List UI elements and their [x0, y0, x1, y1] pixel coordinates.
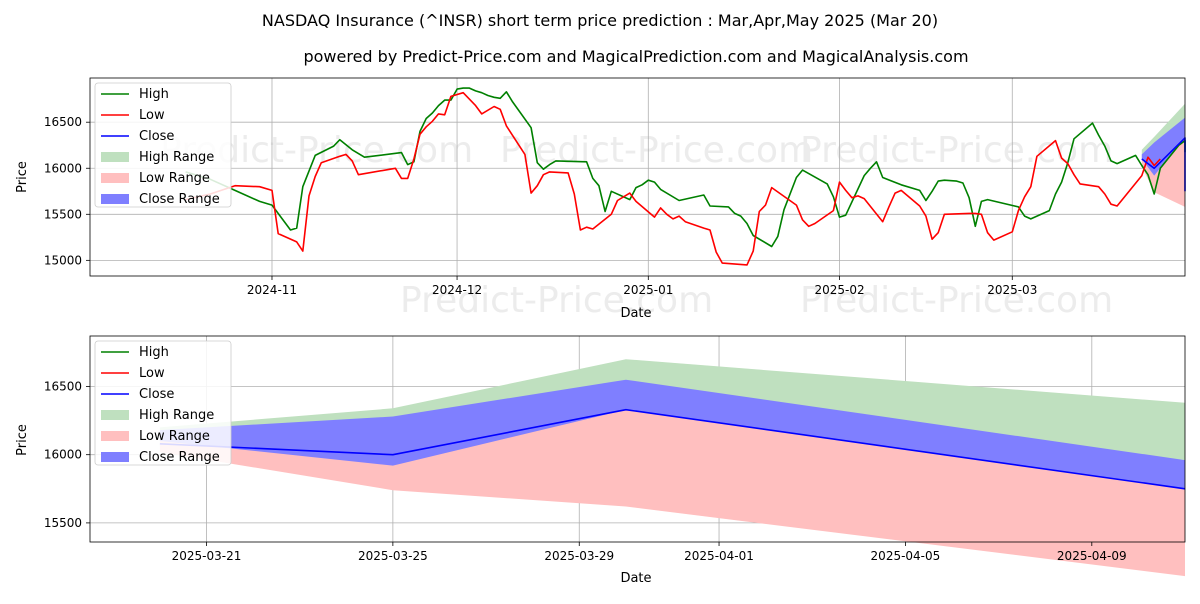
legend-label: High Range	[139, 408, 214, 423]
legend-label: Close Range	[139, 192, 220, 207]
watermark-text: Predict-Price.com	[800, 130, 1113, 171]
x-tick-label: 2025-03-25	[358, 549, 428, 563]
legend-label: Low	[139, 366, 165, 381]
watermark-text: Predict-Price.com	[500, 130, 813, 171]
x-tick-label: 2024-12	[432, 283, 482, 297]
low-range-area	[1141, 137, 1185, 250]
legend-label: Low	[139, 108, 165, 123]
close-prediction-line	[159, 408, 1186, 490]
top-panel-frame	[89, 77, 1186, 277]
top-legend: High Low Close High Range Low Range Close Ran…	[94, 82, 232, 208]
chart-title: NASDAQ Insurance (^INSR) short term pric…	[262, 11, 938, 30]
chart-subtitle: powered by Predict-Price.com and Magical…	[303, 47, 968, 66]
y-tick-label: 15500	[44, 516, 82, 530]
top-y-axis-label: Price	[15, 161, 30, 193]
legend-label: High Range	[139, 150, 214, 165]
legend-label: Close	[139, 387, 174, 402]
legend-area-swatch	[101, 410, 129, 420]
watermark-text: Predict-Price.com	[800, 280, 1113, 321]
x-tick-label: 2025-04-01	[684, 549, 754, 563]
x-tick-label: 2025-02	[814, 283, 864, 297]
x-tick-label: 2025-04-05	[871, 549, 941, 563]
close-range-area	[1141, 117, 1185, 204]
legend-area-swatch	[101, 152, 129, 162]
x-tick-label: 2024-11	[247, 283, 297, 297]
x-tick-label: 2025-03-21	[172, 549, 242, 563]
bottom-y-axis-label: Price	[15, 424, 30, 456]
x-tick-label: 2025-01	[623, 283, 673, 297]
legend-area-swatch	[101, 194, 129, 204]
legend-label: High	[139, 345, 169, 360]
top-x-axis-label: Date	[620, 306, 651, 321]
legend-area-swatch	[101, 173, 129, 183]
legend-label: Low Range	[139, 171, 210, 186]
legend-label: Close Range	[139, 450, 220, 465]
legend-label: High	[139, 87, 169, 102]
y-tick-label: 15500	[44, 207, 82, 221]
low-range-area	[159, 409, 1185, 577]
y-tick-label: 16000	[44, 161, 82, 175]
y-tick-label: 15000	[44, 253, 82, 267]
legend-label: Low Range	[139, 429, 210, 444]
bottom-panel-frame	[89, 335, 1186, 543]
bottom-panel: Predict-Price.comPredict-Price.comPredic…	[15, 335, 1186, 586]
high-series-line	[185, 87, 1186, 248]
y-tick-label: 16500	[44, 379, 82, 393]
watermark-text: Predict-Price.com	[400, 280, 713, 321]
close-range-area	[159, 379, 1185, 489]
y-tick-label: 16000	[44, 448, 82, 462]
legend-label: Close	[139, 129, 174, 144]
legend-area-swatch	[101, 431, 129, 441]
low-series-line	[185, 91, 1161, 266]
y-tick-label: 16500	[44, 115, 82, 129]
x-tick-label: 2025-03-29	[544, 549, 614, 563]
x-tick-label: 2025-04-09	[1057, 549, 1127, 563]
top-panel: Predict-Price.com Predict-Price.comPredic…	[15, 77, 1186, 321]
bottom-x-axis-label: Date	[620, 571, 651, 586]
legend-area-swatch	[101, 452, 129, 462]
bottom-legend: High Low Close High Range Low Range Close Ran…	[94, 340, 232, 466]
x-tick-label: 2025-03	[987, 283, 1037, 297]
